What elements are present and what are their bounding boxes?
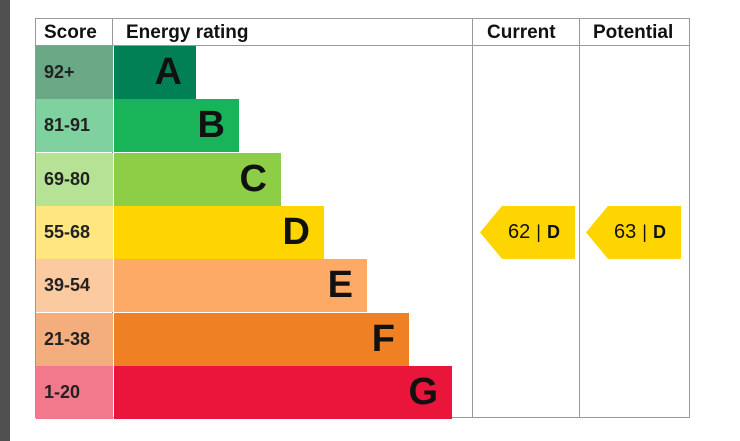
current-header: Current	[487, 22, 556, 43]
band-score-a: 92+	[36, 46, 113, 99]
current-rating-arrow-separator: |	[536, 221, 541, 242]
current-column-divider	[472, 19, 473, 417]
current-rating-arrow-letter: D	[546, 221, 560, 242]
potential-rating-arrow-letter: D	[652, 221, 666, 242]
band-score-b: 81-91	[36, 99, 113, 153]
potential-column-divider	[579, 19, 580, 417]
band-bar-f: F	[114, 312, 409, 366]
band-bar-a: A	[114, 46, 196, 99]
potential-header: Potential	[593, 22, 674, 43]
band-score-e: 39-54	[36, 259, 113, 313]
energy-rating-header: Energy rating	[126, 22, 249, 43]
header-rule	[36, 45, 689, 46]
band-score-g: 1-20	[36, 365, 113, 419]
current-rating-arrow-value: 62	[508, 220, 531, 243]
potential-rating-arrow: 63 | D	[586, 205, 681, 259]
band-score-c: 69-80	[36, 152, 113, 206]
potential-rating-arrow-value: 63	[614, 220, 637, 243]
epc-rating-chart: Score Energy rating Current Potential 92…	[35, 18, 690, 419]
band-bar-c: C	[114, 152, 281, 206]
potential-rating-arrow-separator: |	[642, 221, 647, 242]
window-edge	[0, 0, 10, 441]
band-score-f: 21-38	[36, 312, 113, 366]
score-header: Score	[44, 22, 97, 43]
band-score-d: 55-68	[36, 205, 113, 259]
band-bar-d: D	[114, 205, 324, 259]
current-rating-arrow: 62 | D	[480, 205, 575, 259]
band-bar-e: E	[114, 259, 367, 313]
band-bar-b: B	[114, 99, 239, 153]
band-bar-g: G	[114, 365, 452, 419]
